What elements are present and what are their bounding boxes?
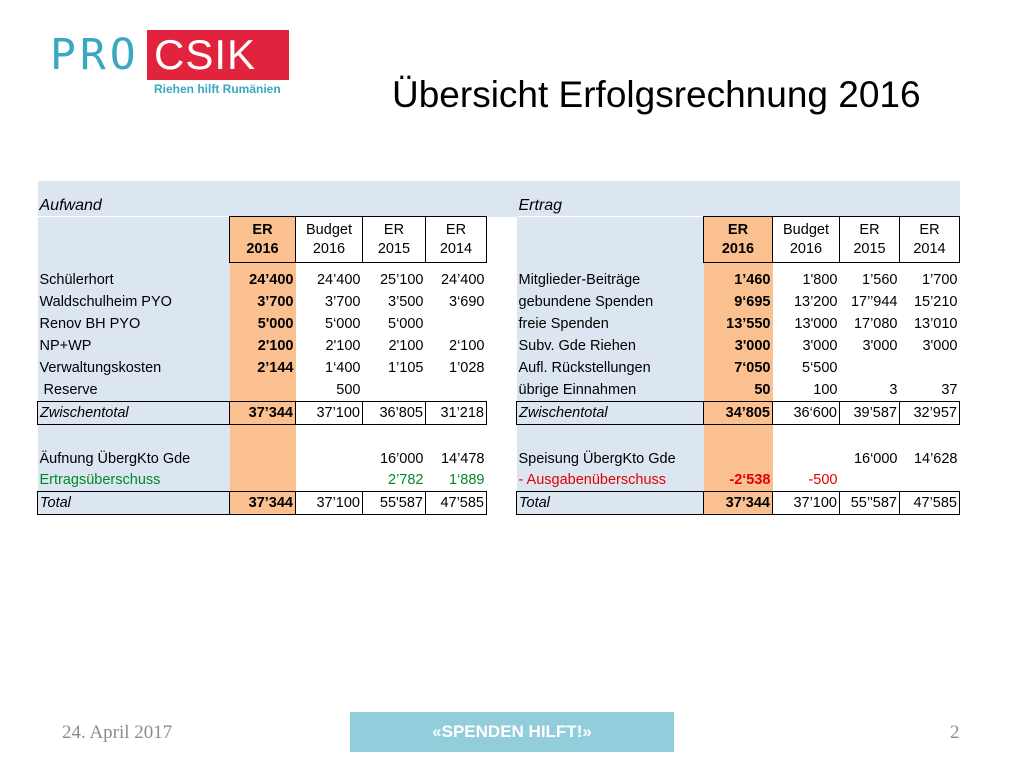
table-row: Äufnung ÜbergKto Gde 16’000 14’478 Speis… — [37, 424, 960, 469]
col-header: ER 2015 — [839, 216, 900, 263]
col-header: Budget 2016 — [772, 216, 840, 263]
section-heading-row: Aufwand Ertrag — [37, 181, 960, 217]
row-label: gebundene Spenden — [516, 291, 704, 313]
row-label: NP+WP — [37, 335, 230, 357]
row-label: Speisung ÜbergKto Gde — [516, 424, 704, 469]
row-label: Ertragsüberschuss — [37, 469, 230, 492]
row-label: Schülerhort — [37, 262, 230, 291]
col-header: ER 2015 — [362, 216, 426, 263]
row-label: freie Spenden — [516, 313, 704, 335]
col-header: ER 2016 — [229, 216, 296, 263]
row-label: Mitglieder-Beiträge — [516, 262, 704, 291]
row-label: Total — [516, 491, 704, 515]
row-label: Zwischentotal — [516, 401, 704, 425]
row-label: Reserve — [37, 379, 230, 402]
footer-date: 24. April 2017 — [62, 722, 173, 743]
row-label: Zwischentotal — [37, 401, 230, 425]
table-row: Schülerhort 24’400 24’400 25’100 24’400 … — [37, 262, 960, 291]
row-label: Renov BH PYO — [37, 313, 230, 335]
col-header: ER 2014 — [899, 216, 960, 263]
logo-tagline: Riehen hilft Rumänien — [154, 82, 281, 96]
logo-pro-text: PRO — [50, 30, 140, 80]
row-label: Äufnung ÜbergKto Gde — [37, 424, 230, 469]
logo-csik-text: CSIK — [154, 31, 257, 78]
aufwand-heading: Aufwand — [37, 181, 487, 217]
table-row: NP+WP 2'100 2'100 2'100 2‘100 Subv. Gde … — [37, 335, 960, 357]
slide-title: Übersicht Erfolgsrechnung 2016 — [392, 74, 921, 115]
col-header: ER 2014 — [425, 216, 487, 263]
page-number: 2 — [950, 722, 960, 743]
col-header: Budget 2016 — [295, 216, 363, 263]
row-label: übrige Einnahmen — [516, 379, 704, 402]
table-row: Verwaltungskosten 2’144 1‘400 1’105 1’02… — [37, 357, 960, 379]
procsik-logo: PRO CSIK Riehen hilft Rumänien — [50, 30, 290, 100]
spenden-hilft-banner: «SPENDEN HILFT!» — [350, 712, 674, 752]
income-statement-table: Aufwand Ertrag ER 2016 Budget 2016 ER 2015 … — [37, 181, 960, 515]
subtotal-row: Zwischentotal 37’344 37’100 36’805 31’21… — [37, 401, 960, 425]
row-label: Total — [37, 491, 230, 515]
table-row: Ertragsüberschuss 2’782 1‘889 - Ausgaben… — [37, 469, 960, 492]
table-row: Renov BH PYO 5'000 5‘000 5‘000 freie Spe… — [37, 313, 960, 335]
table-row: Reserve 500 übrige Einnahmen 50 100 3 37 — [37, 379, 960, 402]
ertrag-heading: Ertrag — [516, 181, 960, 217]
row-label: Verwaltungskosten — [37, 357, 230, 379]
row-label: Subv. Gde Riehen — [516, 335, 704, 357]
row-label: - Ausgabenüberschuss — [516, 469, 704, 492]
column-header-row: ER 2016 Budget 2016 ER 2015 ER 2014 ER 2016 B… — [37, 216, 960, 263]
total-row: Total 37’344 37’100 55'587 47’585 Total … — [37, 491, 960, 515]
logo-red-box — [147, 30, 289, 80]
row-label: Waldschulheim PYO — [37, 291, 230, 313]
table-row: Waldschulheim PYO 3’700 3’700 3’500 3‘69… — [37, 291, 960, 313]
row-label: Aufl. Rückstellungen — [516, 357, 704, 379]
col-header: ER 2016 — [703, 216, 773, 263]
